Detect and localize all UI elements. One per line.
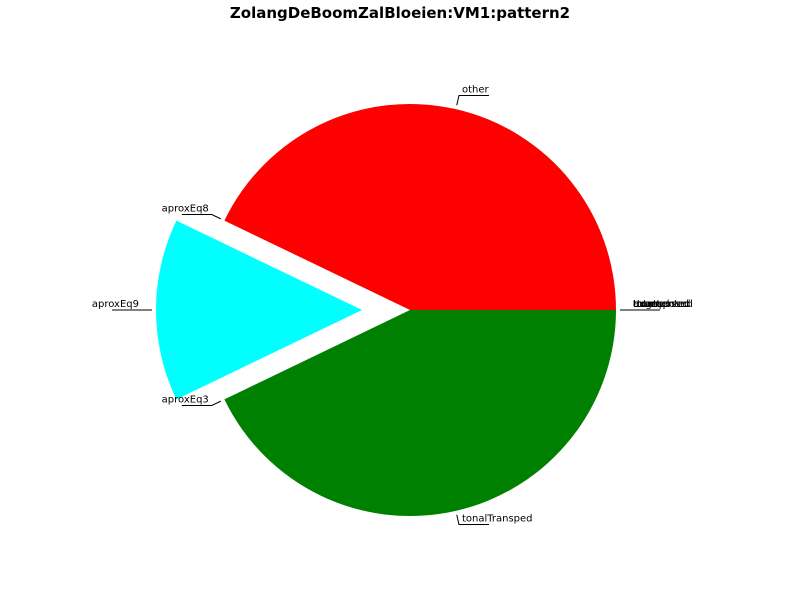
- leader-line-other: [456, 95, 489, 106]
- slice-label-exact: exact: [633, 299, 661, 310]
- slice-label-aproxeq9: aproxEq9: [92, 299, 139, 310]
- slice-label-rotated: rotated: [633, 299, 669, 310]
- slice-label-other: other: [462, 85, 490, 96]
- slice-labels: other aproxEq8 aproxEq9 aproxEq3 tonalTransp…: [92, 85, 693, 525]
- pie-slice-aproxeq9: [155, 220, 362, 400]
- pie-slices: [155, 103, 616, 517]
- slice-label-augmented: augmented: [633, 299, 690, 310]
- leader-line-aproxeq3: [181, 400, 222, 406]
- slice-label-transposed: transposed: [633, 299, 689, 310]
- slice-label-aproxeq3: aproxEq3: [162, 394, 209, 405]
- label-leaders: [112, 95, 660, 525]
- chart-title: ZolangDeBoomZalBloeien:VM1:pattern2: [229, 4, 571, 22]
- slice-label-ttransposed: ttransposed: [633, 299, 693, 310]
- leader-line-tonaltransped: [456, 514, 489, 525]
- pie-slice-other: [224, 103, 616, 310]
- leader-line-aproxeq8: [181, 214, 222, 220]
- slice-label-tonaltransped: tonalTransped: [462, 513, 533, 524]
- pie-slice-tonaltransped: [224, 310, 616, 517]
- slice-label-aproxeq8: aproxEq8: [162, 204, 209, 215]
